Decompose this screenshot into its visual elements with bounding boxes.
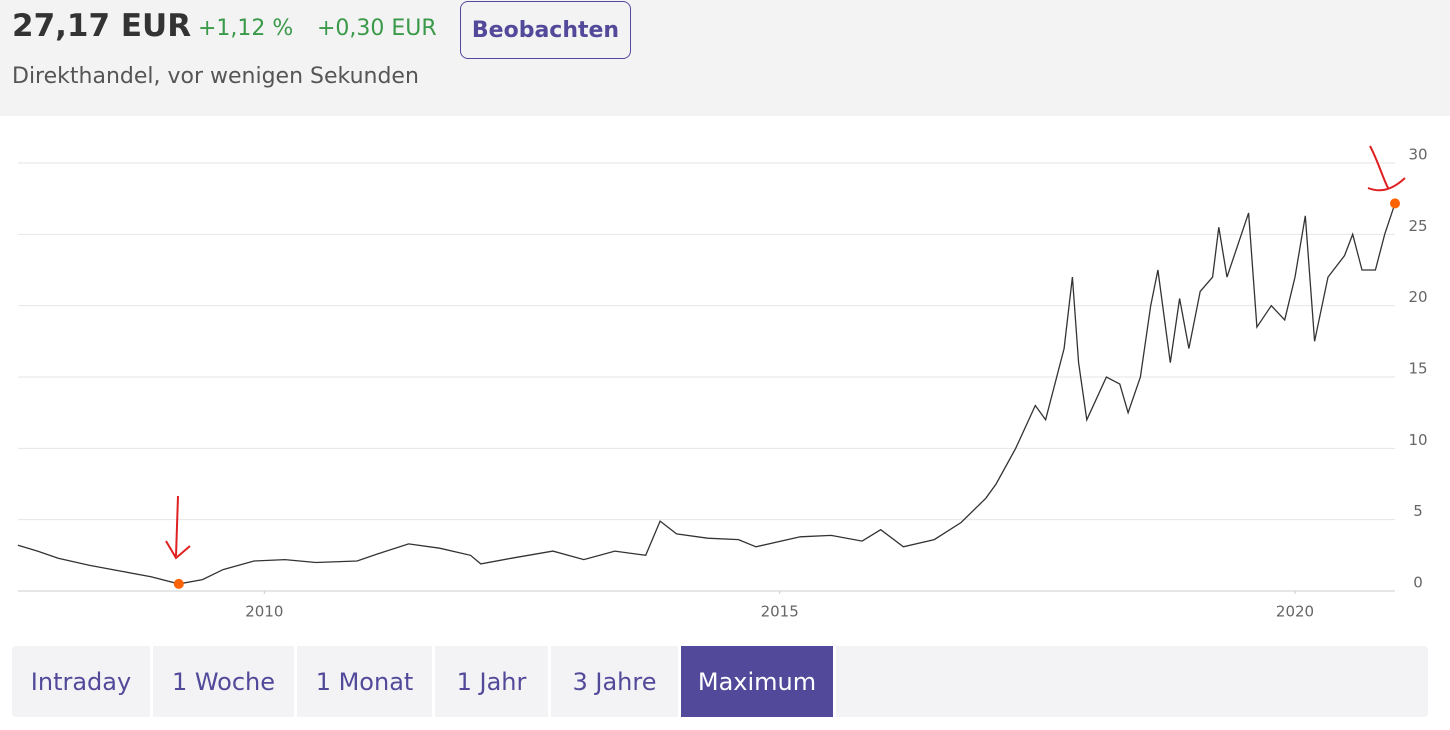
range-tab[interactable]: Maximum: [681, 646, 836, 717]
range-tab[interactable]: Intraday: [12, 646, 153, 717]
y-tick-label: 5: [1413, 502, 1423, 520]
range-tab[interactable]: 1 Monat: [297, 646, 435, 717]
change-abs: +0,30 EUR: [317, 16, 437, 41]
y-tick-label: 25: [1408, 217, 1427, 235]
x-tick-label: 2020: [1276, 603, 1314, 621]
header: 27,17 EUR +1,12 % +0,30 EUR Beobachten D…: [0, 0, 1450, 116]
range-tab[interactable]: 1 Woche: [153, 646, 297, 717]
range-tab[interactable]: 1 Jahr: [435, 646, 551, 717]
range-tab[interactable]: 3 Jahre: [551, 646, 681, 717]
change-percent: +1,12 %: [198, 16, 294, 41]
y-tick-label: 0: [1413, 574, 1423, 592]
subtitle: Direkthandel, vor wenigen Sekunden: [12, 64, 419, 89]
range-tabs: Intraday 1 Woche 1 Monat 1 Jahr 3 Jahre Maxim…: [12, 646, 1428, 717]
annotation-arrow: [165, 495, 191, 560]
price-line: [17, 203, 1396, 585]
x-tick-label: 2015: [761, 603, 799, 621]
x-tick-label: 2010: [245, 603, 283, 621]
y-tick-label: 20: [1408, 288, 1427, 306]
y-tick-label: 10: [1408, 431, 1427, 449]
y-tick-label: 30: [1408, 146, 1427, 164]
annotation-arrow: [1367, 145, 1406, 192]
y-tick-label: 15: [1408, 360, 1427, 378]
highlight-dot: [173, 578, 184, 589]
watch-button[interactable]: Beobachten: [460, 1, 631, 59]
price: 27,17 EUR: [12, 8, 192, 44]
highlight-dot: [1390, 198, 1400, 209]
